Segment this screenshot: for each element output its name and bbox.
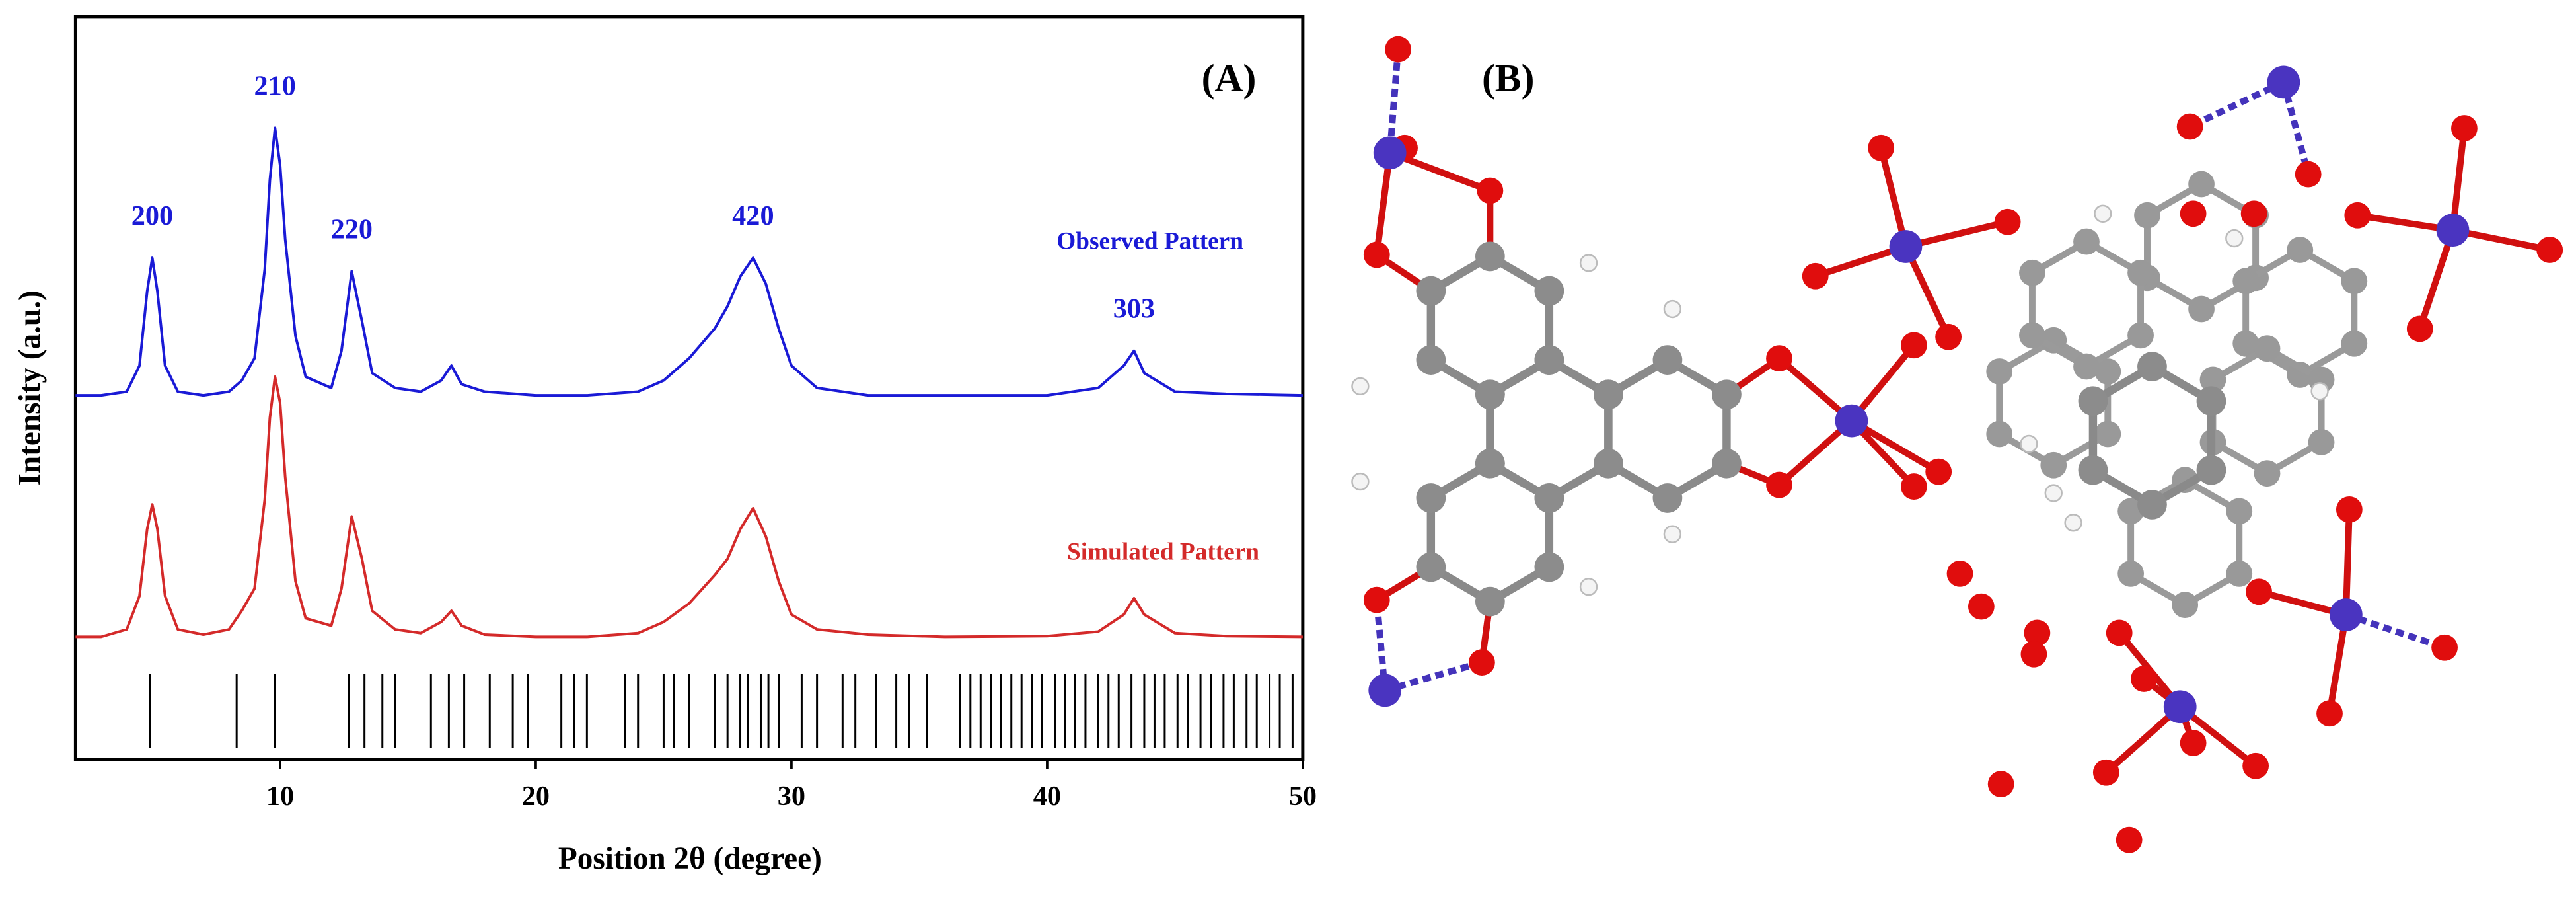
panel-label: (A) <box>1202 56 1257 100</box>
x-tick-label: 50 <box>1289 781 1317 812</box>
xrd-plot: (A) Position 2θ (degree) Intensity (a.u.… <box>13 15 1317 876</box>
x-tick-label: 30 <box>778 781 805 812</box>
peak-label: 220 <box>331 214 373 245</box>
peak-label: 420 <box>732 200 774 231</box>
x-tick-label: 10 <box>266 781 294 812</box>
series-line <box>75 126 1303 397</box>
series-label: Simulated Pattern <box>1067 539 1259 566</box>
x-axis-title: Position 2θ (degree) <box>558 841 822 876</box>
plot-frame <box>73 15 1305 761</box>
peak-label: 200 <box>131 200 173 231</box>
panel-label: (B) <box>1482 56 1535 100</box>
y-axis-title: Intensity (a.u.) <box>13 290 48 485</box>
series-line <box>75 375 1303 639</box>
x-tick-label: 40 <box>1033 781 1061 812</box>
crystal-structure: (B) <box>1351 36 2563 853</box>
peak-label: 210 <box>254 71 296 102</box>
series-label: Observed Pattern <box>1056 228 1243 255</box>
x-tick-label: 20 <box>522 781 550 812</box>
peak-label: 303 <box>1113 293 1155 325</box>
